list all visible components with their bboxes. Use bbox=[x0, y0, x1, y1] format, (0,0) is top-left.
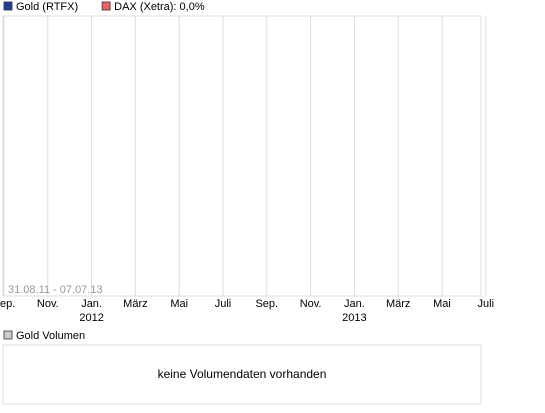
legend-label: Gold Volumen bbox=[16, 330, 85, 342]
x-tick-label: Jan. bbox=[344, 298, 365, 310]
x-tick-label: Nov. bbox=[37, 298, 59, 310]
plot-area bbox=[2, 15, 482, 297]
x-tick-label: Mai bbox=[433, 298, 451, 310]
volume-panel bbox=[2, 344, 482, 405]
x-year-label: 2013 bbox=[342, 312, 366, 324]
x-tick-label: Sep. bbox=[0, 298, 15, 310]
x-tick-label: Sep. bbox=[255, 298, 278, 310]
legend-label: Gold (RTFX) bbox=[16, 1, 78, 13]
volume-message: keine Volumendaten vorhanden bbox=[158, 367, 327, 381]
legend-swatch bbox=[3, 330, 13, 340]
date-range: 31.08.11 - 07.07.13 bbox=[8, 284, 103, 296]
x-tick-label: März bbox=[123, 298, 147, 310]
x-tick-label: Juli bbox=[478, 298, 495, 310]
legend-swatch bbox=[3, 1, 13, 11]
x-tick-label: März bbox=[386, 298, 410, 310]
x-tick-label: Juli bbox=[215, 298, 232, 310]
x-tick-label: Nov. bbox=[300, 298, 322, 310]
x-year-label: 2012 bbox=[79, 312, 103, 324]
x-tick-label: Jan. bbox=[81, 298, 102, 310]
legend-label: DAX (Xetra): 0,0% bbox=[114, 1, 205, 13]
x-tick-label: Mai bbox=[170, 298, 188, 310]
legend-swatch bbox=[101, 1, 111, 11]
